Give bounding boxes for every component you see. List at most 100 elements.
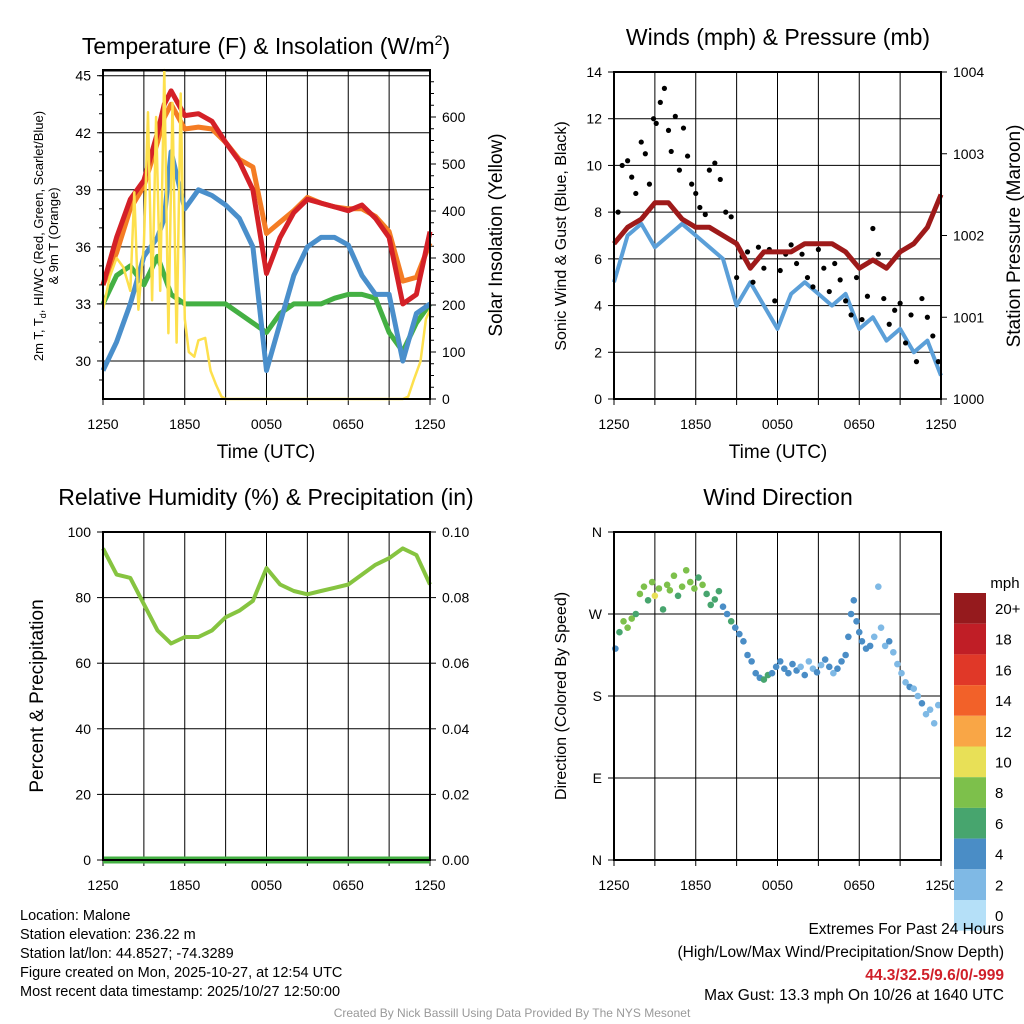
direction-point <box>914 692 922 700</box>
gust-point <box>897 300 903 306</box>
gust-point <box>684 153 691 159</box>
x-tick-label: 0650 <box>844 877 875 893</box>
credit-text: Created By Nick Bassill Using Data Provi… <box>333 1006 691 1020</box>
y-right-tick-label: 0.02 <box>442 786 469 802</box>
temp-y-axis-label-line2: & 9m T (Orange) <box>46 187 61 284</box>
pressure-line <box>612 193 944 271</box>
legend-label: 16 <box>995 662 1012 679</box>
direction-point <box>731 624 739 631</box>
direction-point <box>894 660 901 668</box>
legend-label: 6 <box>995 816 1003 833</box>
gust-point <box>886 321 892 327</box>
gust-point <box>625 158 631 164</box>
direction-chart-title: Wind Direction <box>703 484 853 510</box>
y-tick-label: 20 <box>75 786 91 802</box>
direction-point <box>821 656 829 663</box>
direction-point <box>877 624 885 631</box>
gust-point <box>859 316 865 323</box>
direction-point <box>752 669 759 677</box>
legend-label: 2 <box>995 877 1003 894</box>
direction-point <box>825 663 833 671</box>
direction-point <box>922 710 930 718</box>
gust-point <box>843 298 849 304</box>
legend-swatch <box>954 838 986 870</box>
direction-point <box>744 651 751 659</box>
direction-point <box>845 633 852 641</box>
x-tick-label: 0050 <box>762 877 793 893</box>
direction-point <box>781 665 788 672</box>
y-right-tick-label: 1000 <box>953 391 984 407</box>
gust-point <box>935 359 941 365</box>
temp-x-axis-label: Time (UTC) <box>217 442 316 463</box>
gust-point <box>619 162 625 169</box>
x-tick-label: 0650 <box>333 416 364 432</box>
gust-point <box>697 204 703 211</box>
direction-point <box>678 583 686 590</box>
direction-point <box>797 663 804 671</box>
legend-label: 14 <box>995 693 1012 710</box>
gust-point <box>629 174 635 180</box>
gust-point <box>672 113 678 119</box>
gust-point <box>837 277 843 283</box>
direction-point <box>817 661 825 669</box>
direction-point <box>616 628 623 636</box>
location-text: Location: Malone <box>20 908 131 924</box>
gust-point <box>750 279 756 285</box>
direction-point <box>666 587 674 594</box>
direction-point <box>813 669 821 676</box>
gust-point <box>826 288 832 295</box>
y-right-tick-label: 1003 <box>953 146 984 162</box>
series-line-red <box>100 88 433 307</box>
plot-border <box>102 69 431 400</box>
gust-point <box>913 359 920 365</box>
direction-point <box>902 679 909 686</box>
gust-point <box>615 209 621 215</box>
legend-label: 20+ <box>995 601 1021 618</box>
gust-point <box>815 246 821 253</box>
y-tick-label: 100 <box>68 524 92 540</box>
direction-point <box>881 642 889 650</box>
latlon-text: Station lat/lon: 44.8527; -74.3289 <box>20 946 234 962</box>
y-right-tick-label: 200 <box>442 297 466 313</box>
station-info: Location: Malone Station elevation: 236.… <box>20 907 342 1002</box>
legend-label: 10 <box>995 755 1012 772</box>
gust-point <box>706 167 712 173</box>
gust-point <box>653 120 659 126</box>
gust-point <box>875 251 881 257</box>
gust-point <box>919 295 925 302</box>
y-right-tick-label: 300 <box>442 250 466 266</box>
direction-point <box>740 638 747 645</box>
x-tick-label: 0050 <box>251 877 282 893</box>
wind-x-axis-label: Time (UTC) <box>729 442 828 463</box>
rh-line <box>101 546 432 646</box>
direction-point <box>850 597 858 604</box>
direction-point <box>870 633 878 641</box>
y-tick-label: 0 <box>594 391 602 407</box>
direction-point <box>715 587 723 595</box>
recent-data-text: Most recent data timestamp: 2025/10/27 1… <box>20 984 341 1000</box>
direction-point <box>727 617 735 625</box>
y-tick-label: W <box>589 606 603 622</box>
extremes-title: Extremes For Past 24 Hours <box>808 921 1004 938</box>
direction-point <box>620 617 627 625</box>
gust-point <box>717 176 723 183</box>
gust-point <box>693 190 699 197</box>
x-tick-label: 1850 <box>169 416 200 432</box>
direction-point <box>789 660 796 668</box>
gust-point <box>793 260 800 267</box>
y-tick-label: 40 <box>75 721 91 737</box>
y-right-tick-label: 0 <box>442 391 450 407</box>
gust-point <box>821 265 827 271</box>
direction-point <box>760 676 768 683</box>
y-tick-label: 39 <box>75 182 91 198</box>
insolation-y-axis-label: Solar Insolation (Yellow) <box>486 133 507 336</box>
x-tick-label: 0050 <box>251 416 282 432</box>
y-right-tick-label: 1001 <box>953 309 984 325</box>
x-tick-label: 1250 <box>87 416 118 432</box>
y-tick-label: 10 <box>586 157 602 173</box>
gust-point <box>848 312 854 318</box>
extremes-panel: Extremes For Past 24 Hours (High/Low/Max… <box>678 918 1005 1004</box>
gust-point <box>902 340 909 346</box>
direction-y-axis-label: Direction (Colored By Speed) <box>553 592 570 800</box>
